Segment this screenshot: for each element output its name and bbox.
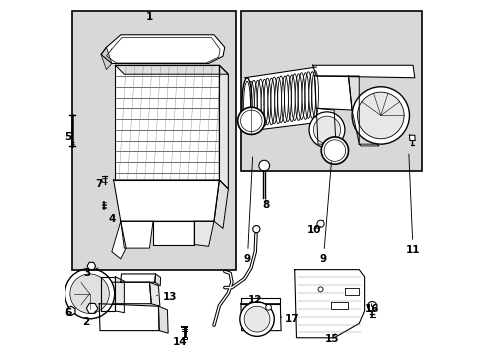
Text: 9: 9 <box>244 157 252 264</box>
Circle shape <box>321 137 348 164</box>
Circle shape <box>70 274 109 314</box>
Text: 5: 5 <box>64 132 72 142</box>
Ellipse shape <box>247 81 254 128</box>
Polygon shape <box>149 282 160 306</box>
Text: 15: 15 <box>325 333 339 343</box>
Text: 16: 16 <box>364 304 378 314</box>
Ellipse shape <box>274 77 281 124</box>
Text: 7: 7 <box>95 179 103 189</box>
Bar <box>72 12 235 270</box>
Polygon shape <box>115 277 124 313</box>
Bar <box>72 12 235 270</box>
Text: 4: 4 <box>108 215 115 224</box>
Polygon shape <box>219 65 228 189</box>
Polygon shape <box>153 221 194 244</box>
Polygon shape <box>348 76 359 144</box>
Ellipse shape <box>288 75 295 122</box>
Bar <box>241 12 421 171</box>
Polygon shape <box>214 180 228 228</box>
Polygon shape <box>316 108 335 144</box>
Text: 14: 14 <box>172 337 187 347</box>
Circle shape <box>351 87 408 144</box>
Circle shape <box>265 305 271 310</box>
Circle shape <box>316 220 324 227</box>
Polygon shape <box>244 67 316 132</box>
Text: 6: 6 <box>64 308 72 318</box>
Polygon shape <box>115 65 219 180</box>
Text: 8: 8 <box>262 200 269 210</box>
Polygon shape <box>101 35 224 63</box>
Polygon shape <box>155 274 160 286</box>
Polygon shape <box>121 274 155 282</box>
Circle shape <box>313 116 340 143</box>
Circle shape <box>308 112 344 148</box>
Bar <box>241 12 421 171</box>
Circle shape <box>237 107 264 134</box>
Circle shape <box>317 287 323 292</box>
Polygon shape <box>312 65 414 78</box>
Text: 13: 13 <box>156 292 177 302</box>
Polygon shape <box>359 144 378 146</box>
Ellipse shape <box>267 78 274 125</box>
Polygon shape <box>101 47 112 69</box>
Polygon shape <box>158 306 168 333</box>
Circle shape <box>367 302 376 311</box>
Polygon shape <box>113 180 219 221</box>
Polygon shape <box>99 304 159 330</box>
Circle shape <box>258 160 269 171</box>
Polygon shape <box>194 221 214 246</box>
Polygon shape <box>101 277 115 311</box>
Polygon shape <box>115 65 228 74</box>
Ellipse shape <box>302 73 308 120</box>
Polygon shape <box>112 221 126 259</box>
Polygon shape <box>121 221 153 248</box>
Text: 9: 9 <box>319 162 331 264</box>
Text: 12: 12 <box>247 295 262 305</box>
Ellipse shape <box>308 72 315 118</box>
Polygon shape <box>408 135 414 140</box>
Circle shape <box>252 226 260 233</box>
Ellipse shape <box>254 80 261 127</box>
Text: 11: 11 <box>405 154 420 255</box>
Ellipse shape <box>261 79 267 126</box>
Polygon shape <box>294 270 364 338</box>
Polygon shape <box>344 288 359 295</box>
Polygon shape <box>314 76 351 110</box>
Polygon shape <box>241 298 280 304</box>
Ellipse shape <box>281 76 288 123</box>
Text: 17: 17 <box>280 314 299 324</box>
Polygon shape <box>330 302 348 309</box>
Circle shape <box>244 306 269 332</box>
Text: 1: 1 <box>145 12 153 22</box>
Bar <box>183 337 187 339</box>
Polygon shape <box>99 282 151 304</box>
Circle shape <box>64 269 115 319</box>
Circle shape <box>357 92 403 139</box>
Ellipse shape <box>295 74 302 121</box>
Circle shape <box>239 302 274 336</box>
Text: 2: 2 <box>82 311 96 327</box>
Polygon shape <box>241 304 281 330</box>
Text: 3: 3 <box>83 268 98 278</box>
Text: 10: 10 <box>306 225 321 235</box>
Ellipse shape <box>242 78 251 132</box>
